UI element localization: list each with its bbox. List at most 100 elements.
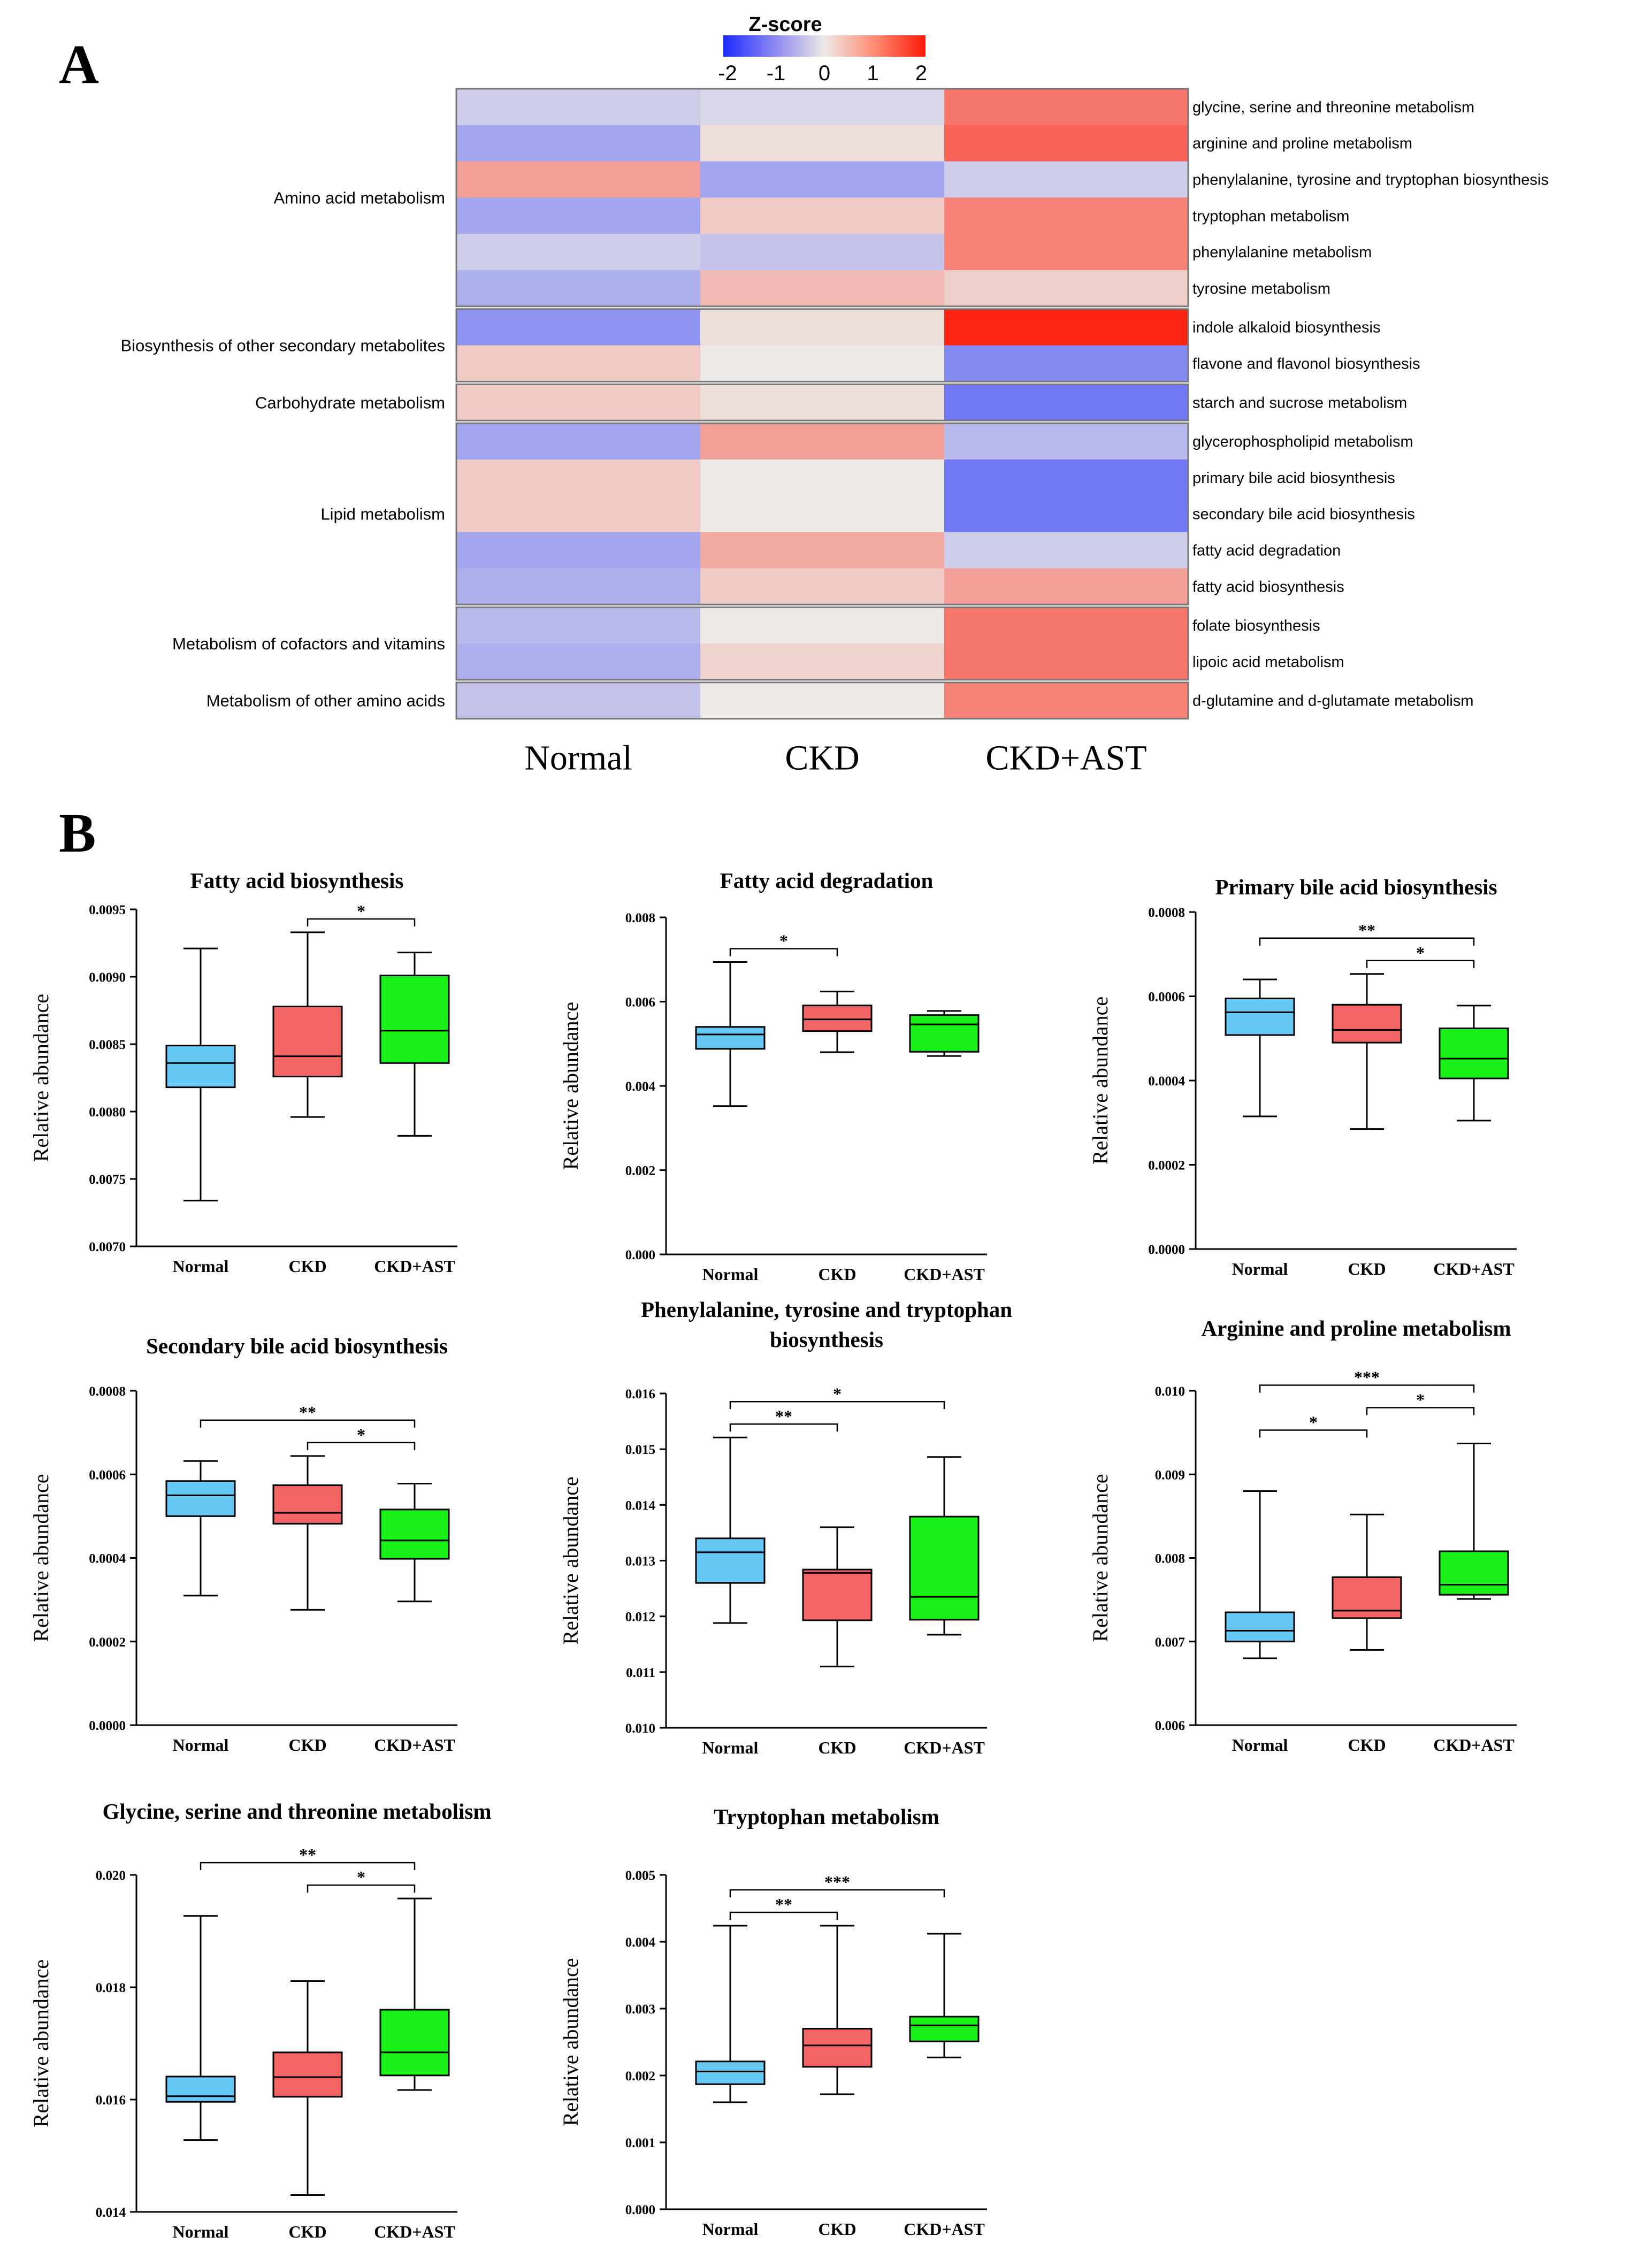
x-category-label: CKD (818, 2219, 856, 2239)
boxplot-title: Secondary bile acid biosynthesis (146, 1334, 448, 1358)
significance-label: ** (775, 1406, 792, 1426)
box-normal (1225, 1490, 1295, 1659)
significance-label: * (357, 901, 365, 921)
y-tick-label: 0.002 (625, 1164, 655, 1178)
y-tick-label: 0.0002 (89, 1635, 126, 1650)
y-tick-label: 0.001 (625, 2136, 655, 2150)
heatmap-column-label: Normal (524, 739, 632, 778)
boxplot-arginine-and-proline-metabolism: Arginine and proline metabolism 0.006 0.00… (1088, 1316, 1517, 1755)
heatmap-cell (944, 532, 1188, 569)
y-tick-label: 0.0006 (1148, 990, 1185, 1005)
heatmap-row-label: glycerophospholipid metabolism (1192, 433, 1413, 450)
x-category-label: CKD (288, 1735, 326, 1755)
heatmap-row-label: primary bile acid biosynthesis (1192, 470, 1395, 487)
boxplot-title: Fatty acid biosynthesis (190, 868, 404, 893)
heatmap-cell (944, 568, 1188, 605)
boxplot-title: Fatty acid degradation (720, 868, 934, 893)
box-normal (695, 961, 766, 1107)
x-category-label: CKD+AST (1433, 1735, 1515, 1755)
heatmap-row-label: glycine, serine and threonine metabolism (1192, 99, 1474, 116)
y-axis-label: Relative abundance (29, 994, 53, 1162)
heatmap-group-border (455, 422, 1189, 606)
y-tick-label: 0.013 (625, 1554, 655, 1569)
heatmap-category-label: Metabolism of other amino acids (206, 692, 445, 710)
box-iqr (695, 1537, 766, 1584)
significance-bracket (307, 1442, 416, 1450)
panel-b-label: B (59, 802, 96, 864)
significance-label: * (357, 1867, 365, 1887)
y-tick-label: 0.009 (1155, 1468, 1185, 1482)
heatmap-row-label: secondary bile acid biosynthesis (1192, 506, 1415, 523)
y-tick-label: 0.008 (1155, 1552, 1185, 1566)
box-iqr (165, 1480, 236, 1517)
heatmap-row-label: tyrosine metabolism (1192, 280, 1330, 297)
heatmap-cell (456, 384, 700, 421)
box-ckd-ast (909, 1456, 980, 1636)
heatmap-cell (700, 644, 944, 680)
box-normal (1225, 978, 1295, 1117)
y-tick-label: 0.011 (626, 1666, 655, 1680)
y-tick-label: 0.000 (625, 1248, 655, 1262)
y-tick-label: 0.016 (625, 1387, 655, 1401)
y-tick-label: 0.014 (96, 2205, 126, 2220)
panel-a-label: A (59, 34, 99, 95)
boxplot-title: Primary bile acid biosynthesis (1215, 875, 1497, 899)
y-tick-label: 0.003 (625, 2002, 655, 2017)
box-ckd-ast (379, 1482, 450, 1603)
heatmap-cell (700, 270, 944, 307)
boxplot-title: Arginine and proline metabolism (1202, 1316, 1511, 1341)
zscore-tick: 2 (915, 62, 927, 85)
significance-bracket (729, 1911, 838, 1920)
boxplot-fatty-acid-biosynthesis: Fatty acid biosynthesis 0.0070 0.0075 0.008… (29, 868, 457, 1276)
significance-bracket (307, 1884, 416, 1893)
box-ckd-ast (1439, 1442, 1509, 1600)
boxplot-glycine-serine-and-threonine-metabolism: Glycine, serine and threonine metabolism… (29, 1799, 491, 2241)
heatmap-cell (944, 423, 1188, 460)
boxplot-title: biosynthesis (770, 1327, 883, 1352)
significance-bracket (200, 1419, 416, 1428)
y-tick-label: 0.014 (625, 1498, 656, 1513)
box-ckd-ast (909, 1010, 980, 1057)
heatmap-cell (700, 682, 944, 719)
box-iqr (165, 2075, 236, 2103)
heatmap-group-border (455, 681, 1189, 720)
y-axis-label: Relative abundance (1088, 997, 1112, 1165)
heatmap-cell (700, 459, 944, 496)
y-tick-label: 0.010 (625, 1721, 655, 1736)
heatmap-cell (456, 682, 700, 719)
y-tick-label: 0.006 (625, 995, 655, 1010)
y-tick-label: 0.005 (625, 1868, 655, 1883)
heatmap-row-label: fatty acid degradation (1192, 542, 1341, 560)
y-tick-label: 0.0000 (89, 1719, 126, 1733)
heatmap-cell (700, 234, 944, 271)
significance-bracket (307, 918, 416, 926)
heatmap-cell (456, 234, 700, 271)
boxplot-title: Tryptophan metabolism (714, 1804, 939, 1829)
x-category-label: CKD (818, 1265, 856, 1284)
zscore-tick: -2 (718, 62, 737, 85)
significance-bracket (729, 1423, 838, 1432)
box-normal (165, 1915, 236, 2141)
zscore-tick: -1 (767, 62, 786, 85)
box-iqr (272, 2051, 343, 2098)
heatmap-cell (700, 532, 944, 569)
heatmap-row-label: d-glutamine and d-glutamate metabolism (1192, 693, 1474, 710)
heatmap-row-label: indole alkaloid biosynthesis (1192, 319, 1380, 336)
x-category-label: CKD (1348, 1735, 1386, 1755)
box-normal (695, 1925, 766, 2103)
significance-bracket (1366, 960, 1475, 968)
x-category-label: CKD+AST (374, 1735, 455, 1755)
significance-bracket (200, 1862, 416, 1871)
box-ckd (1332, 973, 1402, 1130)
heatmap-cell (456, 197, 700, 234)
heatmap-cell (456, 125, 700, 162)
y-tick-label: 0.004 (625, 1935, 656, 1950)
y-tick-label: 0.0008 (1148, 906, 1185, 920)
heatmap-row-label: arginine and proline metabolism (1192, 135, 1412, 152)
x-category-label: CKD+AST (374, 1257, 455, 1276)
y-tick-label: 0.0095 (89, 903, 126, 917)
zscore-tick: 1 (867, 62, 878, 85)
box-ckd-ast (1439, 1005, 1509, 1122)
significance-label: * (1416, 1390, 1425, 1409)
